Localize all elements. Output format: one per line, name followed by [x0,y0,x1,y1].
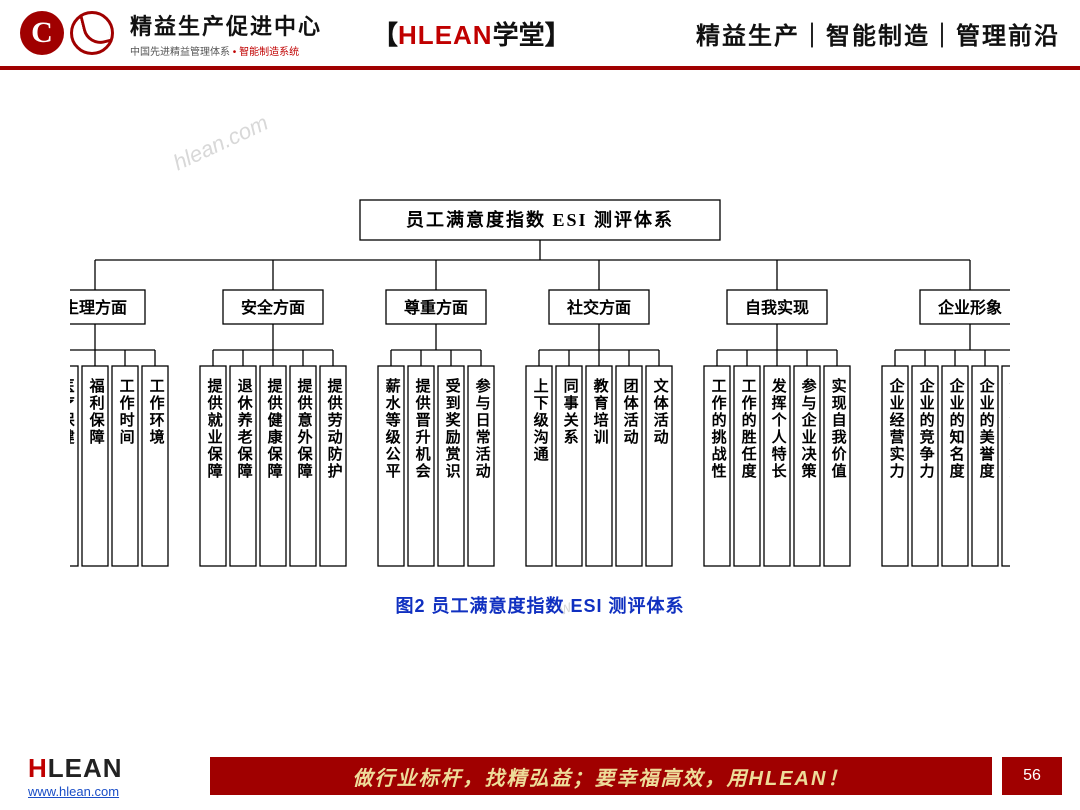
svg-text:企业的知名度: 企业的知名度 [948,377,966,480]
svg-text:提供健康保障: 提供健康保障 [266,378,284,480]
svg-text:企业经营实力: 企业经营实力 [888,377,906,480]
svg-text:文体活动: 文体活动 [652,377,669,446]
svg-text:提供晋升机会: 提供晋升机会 [414,378,432,480]
svg-text:实现自我价值: 实现自我价值 [830,377,847,480]
svg-text:工作的胜任度: 工作的胜任度 [740,378,758,480]
logo-ring-icon [70,11,114,55]
watermark-icon: hlean.com [169,110,272,176]
svg-text:发挥个人特长: 发挥个人特长 [770,377,788,480]
header-right: 精益生产｜智能制造｜管理前沿 [696,16,1060,51]
xuetang: 学堂 [493,20,545,50]
footer-url: www.hlean.com [28,784,210,799]
svg-text:员工满意度指数 ESI 测评体系: 员工满意度指数 ESI 测评体系 [406,209,674,230]
svg-text:薪水等级公平: 薪水等级公平 [384,377,401,480]
logo-subtitle: 中国先进精益管理体系 • 智能制造系统 [130,43,322,58]
page-number: 56 [1002,757,1062,795]
brand-rest: LEAN [48,753,123,783]
logo-c-icon: C [20,11,64,55]
logo-text: 精益生产促进中心 中国先进精益管理体系 • 智能制造系统 [130,9,322,58]
svg-text:企业的美誉度: 企业的美誉度 [978,377,996,480]
svg-text:工作时间: 工作时间 [118,378,135,446]
footer-left: HLEAN www.hlean.com [0,753,210,799]
bracket-left: 【 [372,20,398,50]
logo-title: 精益生产促进中心 [130,9,322,41]
logo: C 精益生产促进中心 中国先进精益管理体系 • 智能制造系统 [20,9,322,58]
brand-h: H [28,753,48,783]
svg-text:企业形象: 企业形象 [937,298,1002,317]
header: C 精益生产促进中心 中国先进精益管理体系 • 智能制造系统 【HLEAN学堂】… [0,0,1080,70]
svg-text:工作环境: 工作环境 [148,378,165,446]
svg-text:退休养老保障: 退休养老保障 [236,378,254,480]
svg-text:上下级沟通: 上下级沟通 [532,378,549,463]
footer: HLEAN www.hlean.com 做行业标杆，找精弘益；要幸福高效，用HL… [0,754,1080,798]
svg-text:受到奖励赏识: 受到奖励赏识 [444,377,461,480]
svg-text:福利保障: 福利保障 [88,377,106,446]
tree-svg: 员工满意度指数 ESI 测评体系生理方面工资待遇医疗保健福利保障工作时间工作环境… [70,180,1010,580]
svg-text:尊重方面: 尊重方面 [404,298,468,317]
header-center: 【HLEAN学堂】 [372,15,571,52]
svg-text:提供就业保障: 提供就业保障 [206,378,224,480]
svg-text:提供意外保障: 提供意外保障 [296,378,314,480]
svg-text:生理方面: 生理方面 [70,298,127,317]
logo-sub-a: 中国先进精益管理体系 [130,47,230,58]
svg-text:团体活动: 团体活动 [622,378,639,446]
svg-text:参与日常活动: 参与日常活动 [474,377,491,480]
diagram: 员工满意度指数 ESI 测评体系生理方面工资待遇医疗保健福利保障工作时间工作环境… [70,180,1010,618]
svg-text:社交方面: 社交方面 [566,298,631,317]
svg-text:安全方面: 安全方面 [241,298,305,317]
logo-sub-b: 智能制造系统 [239,47,299,58]
bracket-right: 】 [545,20,571,50]
svg-text:教育培训: 教育培训 [592,377,610,446]
svg-text:参与企业决策: 参与企业决策 [800,377,818,480]
svg-text:同事关系: 同事关系 [562,378,579,446]
svg-text:提供劳动防护: 提供劳动防护 [326,378,344,480]
diagram-caption: 图2 员工满意度指数 ESI 测评体系 [70,592,1010,618]
svg-text:企业领导素质: 企业领导素质 [1008,377,1010,480]
svg-text:自我实现: 自我实现 [745,298,809,317]
svg-text:工作的挑战性: 工作的挑战性 [710,378,727,480]
footer-brand: HLEAN [28,753,210,784]
footer-slogan: 做行业标杆，找精弘益；要幸福高效，用HLEAN！ [210,757,992,795]
svg-text:企业的竞争力: 企业的竞争力 [918,377,936,480]
hlean-word: HLEAN [398,20,493,50]
